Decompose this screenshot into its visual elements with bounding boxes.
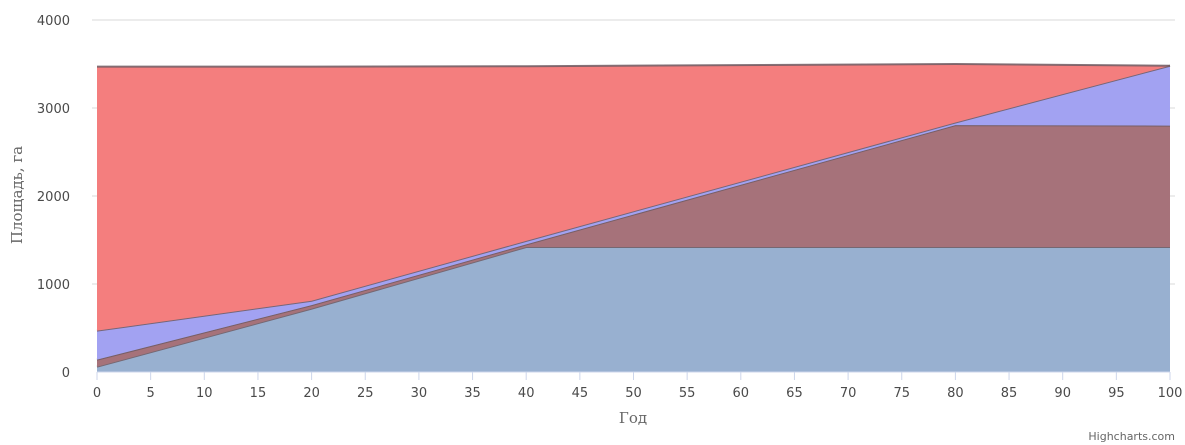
x-tick-label: 20 [303, 386, 320, 401]
area-series-3 [97, 125, 1170, 367]
x-tick-label: 75 [893, 386, 910, 401]
x-tick-label: 5 [147, 386, 155, 401]
x-tick-label: 35 [464, 386, 481, 401]
x-tick-label: 0 [93, 386, 101, 401]
x-tick-label: 30 [411, 386, 428, 401]
series-line-1 [97, 62, 1171, 68]
y-tick-label: 1000 [37, 278, 70, 293]
x-tick-label: 45 [572, 386, 589, 401]
y-axis-ticks: 0 1000 2000 3000 4000 [37, 14, 70, 381]
x-tick-label: 15 [250, 386, 267, 401]
credits-link[interactable]: Highcharts.com [1088, 430, 1175, 443]
x-tick-label: 95 [1108, 386, 1125, 401]
x-axis-title: Год [619, 409, 647, 427]
x-tick-label: 55 [679, 386, 696, 401]
x-tick-label: 10 [196, 386, 213, 401]
y-tick-label: 4000 [37, 14, 70, 29]
x-tick-label: 70 [840, 386, 857, 401]
x-tick-label: 25 [357, 386, 374, 401]
area-series-4 [97, 247, 1170, 372]
area-series-1 [97, 64, 1170, 331]
x-tick-label: 100 [1158, 386, 1183, 401]
y-tick-label: 3000 [37, 102, 70, 117]
x-tick-label: 40 [518, 386, 535, 401]
x-tick-label: 65 [786, 386, 803, 401]
stacked-areas [96, 62, 1171, 372]
x-axis-ticks: 0 5 10 15 20 25 30 35 40 45 50 55 60 65 70 75 80 85 90 95 10… [93, 372, 1183, 401]
x-tick-label: 85 [1001, 386, 1018, 401]
x-tick-label: 50 [625, 386, 642, 401]
y-tick-label: 0 [62, 366, 70, 381]
x-tick-label: 90 [1054, 386, 1071, 401]
y-axis-title: Площадь, га [8, 146, 26, 244]
y-tick-label: 2000 [37, 190, 70, 205]
x-tick-label: 60 [733, 386, 750, 401]
x-tick-label: 80 [947, 386, 964, 401]
